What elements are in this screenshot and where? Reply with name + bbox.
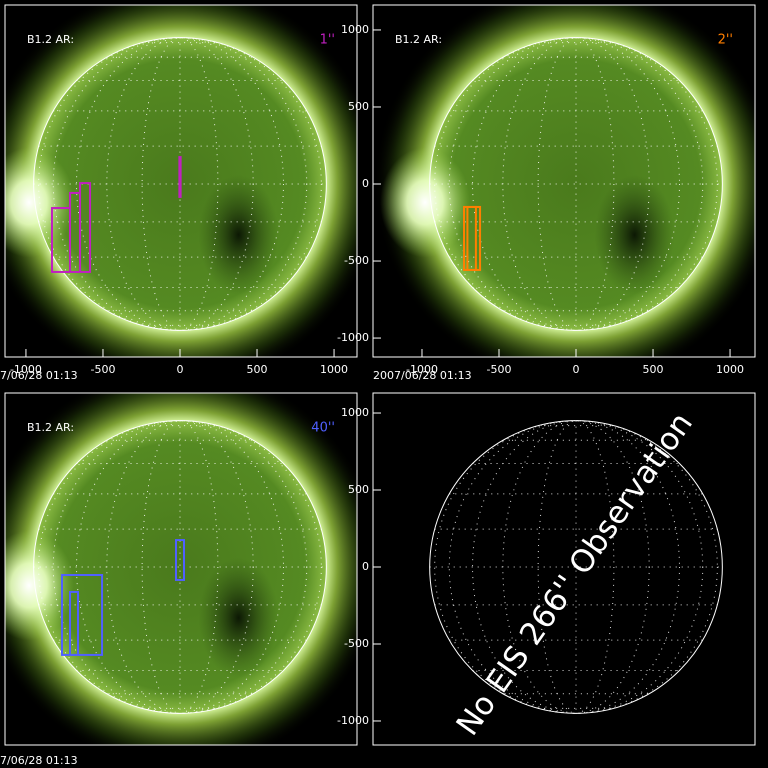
x-tick-label: 1000 [716, 363, 744, 376]
resolution-label: 2'' [718, 33, 733, 48]
longitude-line [502, 420, 650, 714]
active-region-glow [5, 147, 75, 258]
coronal-hole [198, 174, 279, 295]
timestamp: 2007/06/28 01:13 [373, 369, 472, 382]
longitude-line [106, 37, 254, 331]
solar-disk [429, 37, 723, 331]
coronal-hole [198, 557, 279, 678]
frame [372, 392, 756, 746]
raster-box [174, 539, 186, 581]
x-tick-label: 1000 [320, 363, 348, 376]
longitude-line [38, 37, 322, 331]
x-tick-label: -1000 [406, 363, 438, 376]
longitude-line [52, 37, 308, 331]
x-tick-label: -1000 [10, 363, 42, 376]
panel [429, 420, 723, 714]
frame [372, 4, 756, 358]
y-tick-label: -500 [344, 637, 369, 650]
longitude-line [76, 37, 284, 331]
x-tick-label: 0 [176, 363, 183, 376]
longitude-line [434, 37, 718, 331]
y-tick-label: 1000 [341, 406, 369, 419]
x-tick-label: -500 [90, 363, 115, 376]
longitude-line [502, 37, 650, 331]
longitude-line [76, 420, 284, 714]
panel [5, 393, 357, 745]
y-tick-label: 500 [348, 483, 369, 496]
longitude-line [52, 420, 308, 714]
raster-box [178, 156, 182, 198]
longitude-line [537, 420, 615, 714]
y-tick-label: 0 [362, 560, 369, 573]
y-tick-label: 0 [362, 177, 369, 190]
longitude-line [106, 420, 254, 714]
longitude-line [448, 420, 704, 714]
timestamp: 7/06/28 01:13 [0, 369, 78, 382]
raster-box [466, 205, 477, 271]
solar-disk [33, 420, 327, 714]
y-tick-label: -1000 [337, 714, 369, 727]
timestamp: 7/06/28 01:13 [0, 754, 78, 767]
y-tick-label: 500 [348, 100, 369, 113]
longitude-line [38, 420, 322, 714]
longitude-line [537, 37, 615, 331]
y-tick-label: -500 [344, 254, 369, 267]
raster-box [60, 574, 104, 656]
panel-label: B1.2 AR: [395, 33, 442, 46]
panel-label: B1.2 AR: [27, 421, 74, 434]
no-observation-text: No EIS 266'' Observation [450, 406, 700, 742]
coronal-hole [594, 174, 675, 295]
raster-box [69, 590, 80, 656]
active-region-glow [380, 147, 471, 258]
active-region-glow [5, 530, 75, 641]
raster-box [79, 182, 92, 273]
resolution-label: 40'' [311, 421, 335, 436]
longitude-line [434, 420, 718, 714]
panel [5, 5, 357, 357]
x-tick-label: 500 [643, 363, 664, 376]
resolution-label: 1'' [320, 33, 335, 48]
frame [4, 392, 358, 746]
panel [374, 5, 755, 357]
x-tick-label: 0 [573, 363, 580, 376]
x-tick-label: -500 [487, 363, 512, 376]
x-tick-label: 500 [247, 363, 268, 376]
panel-label: B1.2 AR: [27, 33, 74, 46]
y-tick-label: -1000 [337, 331, 369, 344]
frame [4, 4, 358, 358]
longitude-line [448, 37, 704, 331]
y-tick-label: 1000 [341, 23, 369, 36]
